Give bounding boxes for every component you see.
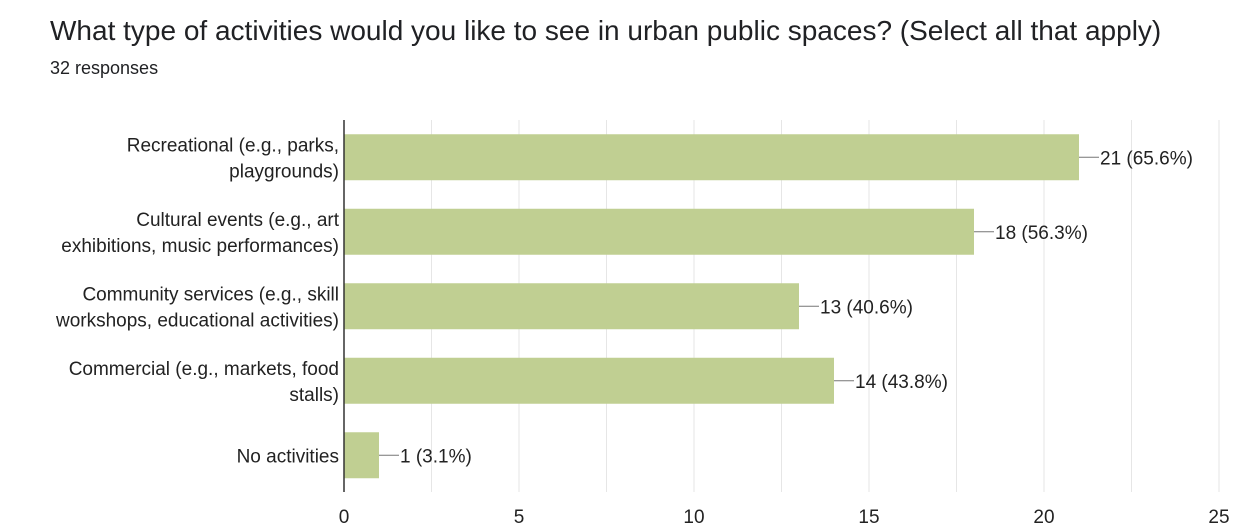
data-label: 14 (43.8%) <box>855 372 948 393</box>
bar <box>344 283 799 330</box>
data-labels: 21 (65.6%) 18 (56.3%) 13 (40.6%) 14 (43.8%)… <box>379 148 1193 467</box>
x-axis-ticks: 0 5 10 15 20 25 <box>339 507 1230 527</box>
category-label: Community services (e.g., skill <box>82 284 339 305</box>
data-label: 21 (65.6%) <box>1100 148 1193 169</box>
category-labels: Recreational (e.g., parks, playgrounds) Cu… <box>55 135 340 467</box>
category-label: Commercial (e.g., markets, food <box>69 359 339 380</box>
data-label: 18 (56.3%) <box>995 223 1088 244</box>
category-label: workshops, educational activities) <box>55 310 339 331</box>
x-tick-label: 0 <box>339 507 350 527</box>
category-label: Cultural events (e.g., art <box>136 210 339 231</box>
category-label: exhibitions, music performances) <box>61 236 339 257</box>
bar <box>344 432 379 479</box>
bar <box>344 357 834 404</box>
bar <box>344 208 974 255</box>
data-label: 1 (3.1%) <box>400 446 472 467</box>
category-label: Recreational (e.g., parks, <box>127 135 339 156</box>
x-tick-label: 20 <box>1033 507 1054 527</box>
category-label: No activities <box>237 446 339 467</box>
x-tick-label: 25 <box>1208 507 1229 527</box>
data-label: 13 (40.6%) <box>820 297 913 318</box>
response-count: 32 responses <box>50 58 159 78</box>
category-label: playgrounds) <box>229 161 339 182</box>
x-tick-label: 10 <box>683 507 704 527</box>
x-tick-label: 15 <box>858 507 879 527</box>
category-label: stalls) <box>289 385 339 406</box>
chart-title: What type of activities would you like t… <box>50 15 1162 46</box>
bar <box>344 134 1079 181</box>
x-tick-label: 5 <box>514 507 525 527</box>
bars <box>344 134 1079 479</box>
